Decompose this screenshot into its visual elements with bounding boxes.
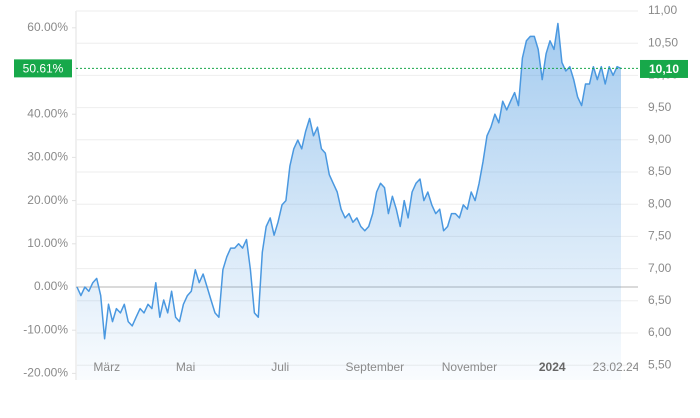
y2-tick-label: 6,00 [648,325,672,339]
y2-tick-label: 9,50 [648,100,672,114]
area [77,23,621,380]
x-tick-label: 23.02.24 [593,360,640,374]
y-tick-label: 60.00% [27,20,68,34]
x-tick-label: Juli [271,360,289,374]
current-label: 50.61% [23,62,64,76]
current-price-badge [640,59,688,78]
y2-tick-label: 11,00 [648,3,677,17]
current-badge [14,59,72,78]
x-tick-label: Mai [176,360,195,374]
y-tick-label: -20.00% [23,366,68,380]
x-tick-label: 2024 [539,360,566,374]
current-price-label: 10,10 [649,62,679,76]
x-tick-label: März [93,360,120,374]
y-tick-label: -10.00% [23,322,68,336]
y2-tick-label: 7,00 [648,261,672,275]
y-tick-label: 10.00% [27,236,68,250]
y2-tick-label: 9,00 [648,132,672,146]
y2-tick-label: 6,50 [648,293,672,307]
x-tick-label: November [442,360,497,374]
y-tick-label: 30.00% [27,150,68,164]
y-tick-label: 20.00% [27,193,68,207]
y2-tick-label: 8,50 [648,164,672,178]
y2-tick-label: 8,00 [648,196,672,210]
y-tick-label: 40.00% [27,106,68,120]
y2-tick-label: 5,50 [648,357,672,371]
y-tick-label: 0.00% [34,279,68,293]
y2-tick-label: 10,50 [648,35,678,49]
y2-tick-label: 7,50 [648,229,672,243]
x-tick-label: September [345,360,404,374]
line [76,22,622,340]
